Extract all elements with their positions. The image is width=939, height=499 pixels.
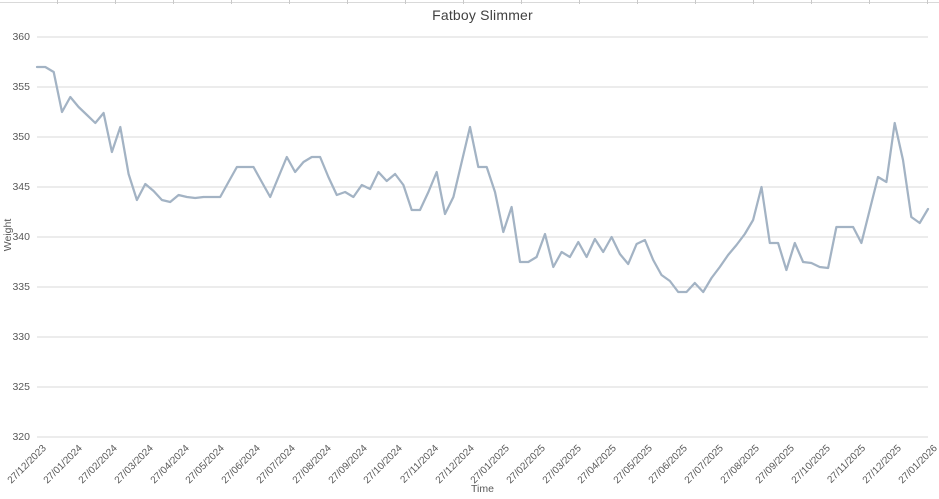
y-tick-label: 360 <box>12 31 30 43</box>
x-axis-title: Time <box>471 483 494 495</box>
y-tick-label: 345 <box>12 181 30 193</box>
weight-series-line <box>35 65 930 294</box>
spreadsheet-column-border <box>231 0 232 4</box>
spreadsheet-column-border <box>927 0 928 4</box>
spreadsheet-column-border <box>637 0 638 4</box>
spreadsheet-column-border <box>811 0 812 4</box>
y-tick-label: 320 <box>12 431 30 443</box>
spreadsheet-column-border <box>695 0 696 4</box>
spreadsheet-column-border <box>463 0 464 4</box>
spreadsheet-column-border <box>521 0 522 4</box>
spreadsheet-column-border <box>57 0 58 4</box>
spreadsheet-column-border <box>289 0 290 4</box>
chart-title: Fatboy Slimmer <box>432 7 533 23</box>
spreadsheet-column-border <box>347 0 348 4</box>
spreadsheet-column-border <box>173 0 174 4</box>
y-tick-label: 335 <box>12 281 30 293</box>
y-tick-label: 340 <box>12 231 30 243</box>
y-tick-label: 330 <box>12 331 30 343</box>
spreadsheet-column-border <box>579 0 580 4</box>
y-tick-label: 325 <box>12 381 30 393</box>
spreadsheet-column-border <box>753 0 754 4</box>
y-tick-label: 350 <box>12 131 30 143</box>
y-tick-label: 355 <box>12 81 30 93</box>
spreadsheet-row-border <box>0 2 939 3</box>
spreadsheet-column-border <box>115 0 116 4</box>
spreadsheet-grid-edge <box>0 0 939 5</box>
spreadsheet-column-border <box>405 0 406 4</box>
spreadsheet-column-border <box>869 0 870 4</box>
